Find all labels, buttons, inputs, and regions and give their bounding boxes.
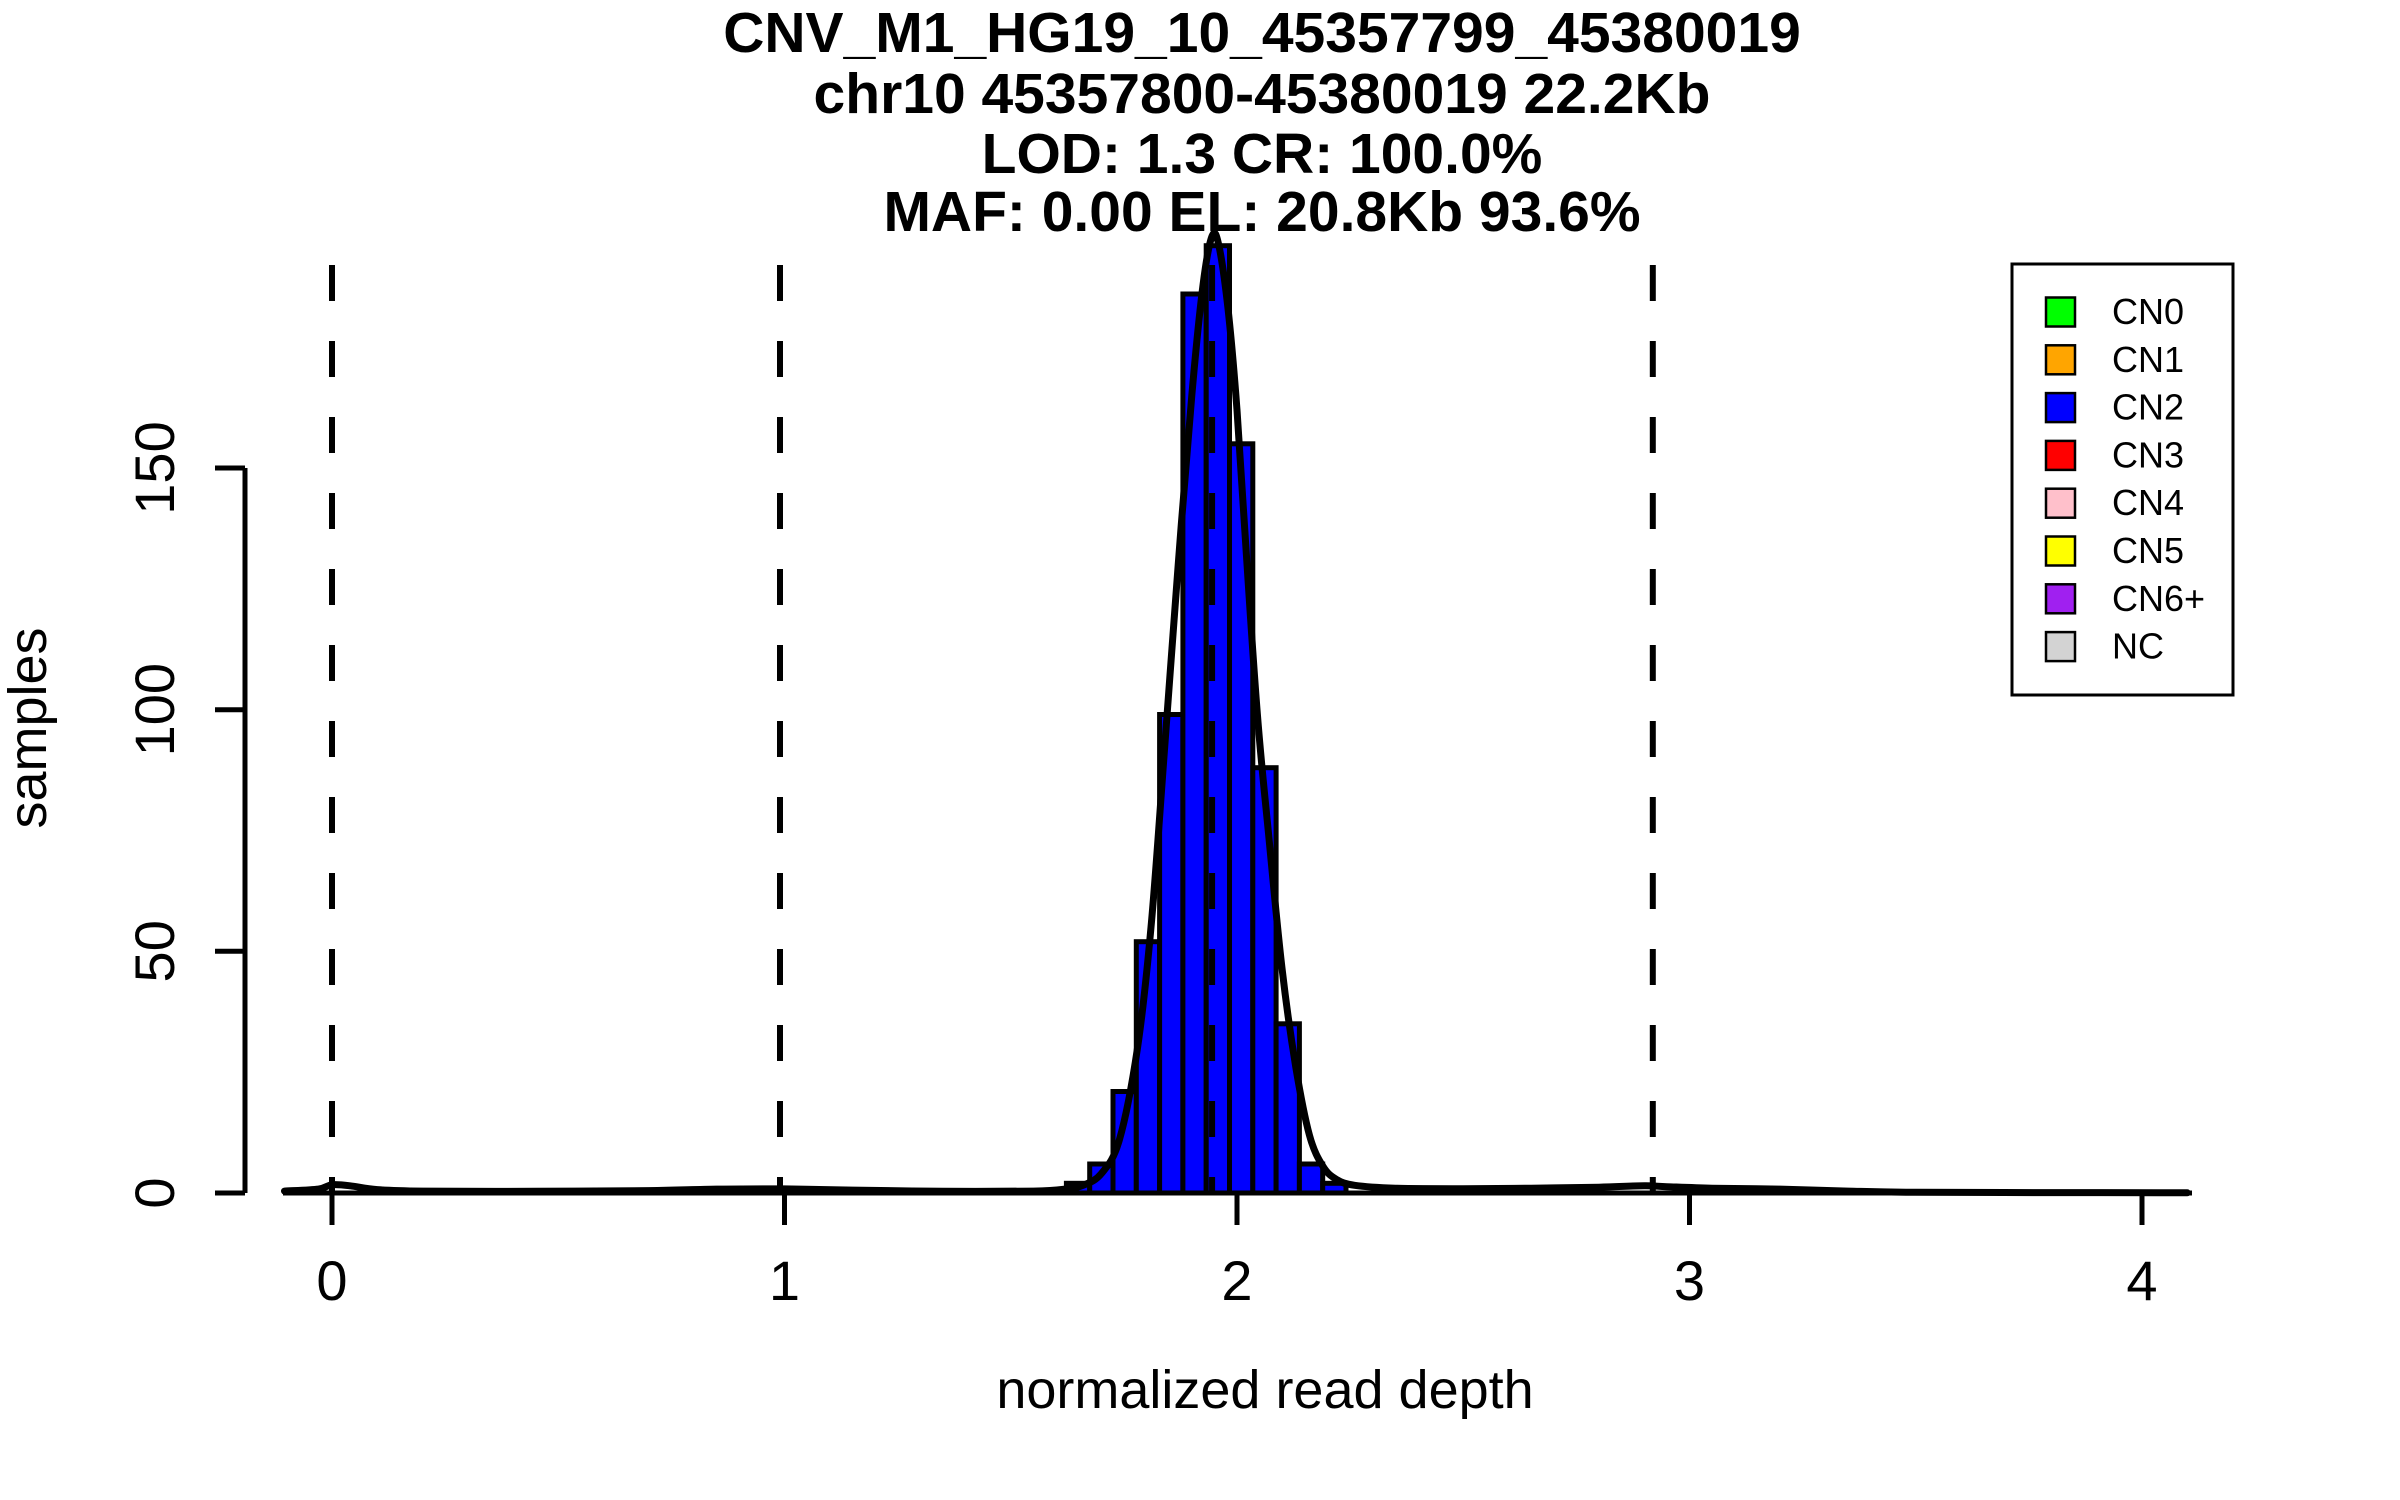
dashed-guides [329,265,1656,1193]
legend-item-label: CN2 [2112,387,2184,428]
density-curve-path [281,229,2191,1197]
title-line-1: CNV_M1_HG19_10_45357799_45380019 [723,1,1801,65]
y-axis-tick-label: 150 [123,421,186,514]
legend-swatch-CN3 [2044,439,2077,472]
x-axis-label: normalized read depth [996,1360,1533,1420]
histogram-bar [1296,1161,1326,1196]
legend-item-label: NC [2112,626,2164,667]
x-axis-tick-label: 0 [316,1249,347,1312]
x-axis-tick-label: 3 [1674,1249,1705,1312]
legend-item-label: CN0 [2112,291,2184,332]
axes: 0 1 2 3 4 0 50 100 150 [123,421,2192,1312]
title-line-4: MAF: 0.00 EL: 20.8Kb 93.6% [883,180,1640,244]
legend-item-label: CN1 [2112,339,2184,380]
legend-box [2010,262,2235,697]
x-axis-tick-label: 1 [769,1249,800,1312]
histogram-bars [1063,243,1349,1196]
legend-swatch-CN6+ [2044,583,2077,615]
plot-title: CNV_M1_HG19_10_45357799_45380019 chr10 4… [723,1,1801,244]
legend: CN0 CN1 CN2 CN3 CN4 CN5 CN6+ NC [2010,262,2235,697]
x-axis-tick-label: 4 [2126,1249,2157,1312]
x-axis-tick-label: 2 [1221,1249,1252,1312]
y-axis-tick-label: 0 [123,1177,186,1208]
y-axis-label: samples [0,627,58,828]
legend-item-label: CN4 [2112,482,2184,523]
legend-item-label: CN5 [2112,530,2184,571]
legend-swatch-CN1 [2044,344,2077,376]
title-line-2: chr10 45357800-45380019 22.2Kb [814,62,1711,126]
y-axis-tick-label: 50 [123,920,186,982]
legend-swatch-CN4 [2044,487,2077,519]
legend-item-label: CN6+ [2112,578,2205,619]
legend-swatch-CN0 [2044,296,2077,328]
legend-swatch-NC [2044,630,2077,663]
histogram-bar [1250,765,1279,1196]
legend-item-label: CN3 [2112,434,2184,475]
title-line-3: LOD: 1.3 CR: 100.0% [982,122,1543,186]
legend-swatch-CN5 [2044,535,2077,567]
axis-titles: normalized read depth samples [0,627,1534,1420]
legend-swatch-CN2 [2044,391,2077,424]
density-curve [281,229,2191,1197]
y-axis-tick-label: 100 [123,663,186,756]
